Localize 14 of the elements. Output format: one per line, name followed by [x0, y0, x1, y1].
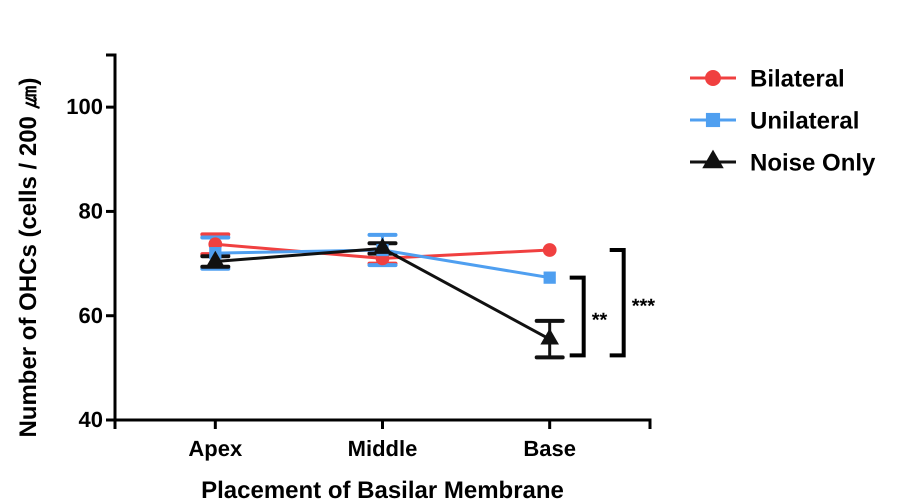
y-tick-label: 100 [66, 94, 103, 120]
y-tick-label: 60 [78, 302, 103, 328]
legend-label: Bilateral [750, 65, 845, 92]
x-tick-label: Apex [188, 436, 243, 462]
y-axis-title: Number of OHCs (cells / 200 ㎛) [15, 77, 42, 438]
y-tick-label: 40 [78, 407, 103, 432]
x-axis-title: Placement of Basilar Membrane [201, 477, 564, 503]
legend-label: Noise Only [750, 149, 876, 176]
x-tick-label: Middle [348, 436, 418, 462]
annotation: ** [592, 310, 608, 332]
y-tick-label: 80 [78, 198, 103, 224]
annotation: *** [632, 296, 656, 318]
legend-label: Unilateral [750, 107, 860, 134]
x-tick-label: Base [523, 436, 576, 462]
